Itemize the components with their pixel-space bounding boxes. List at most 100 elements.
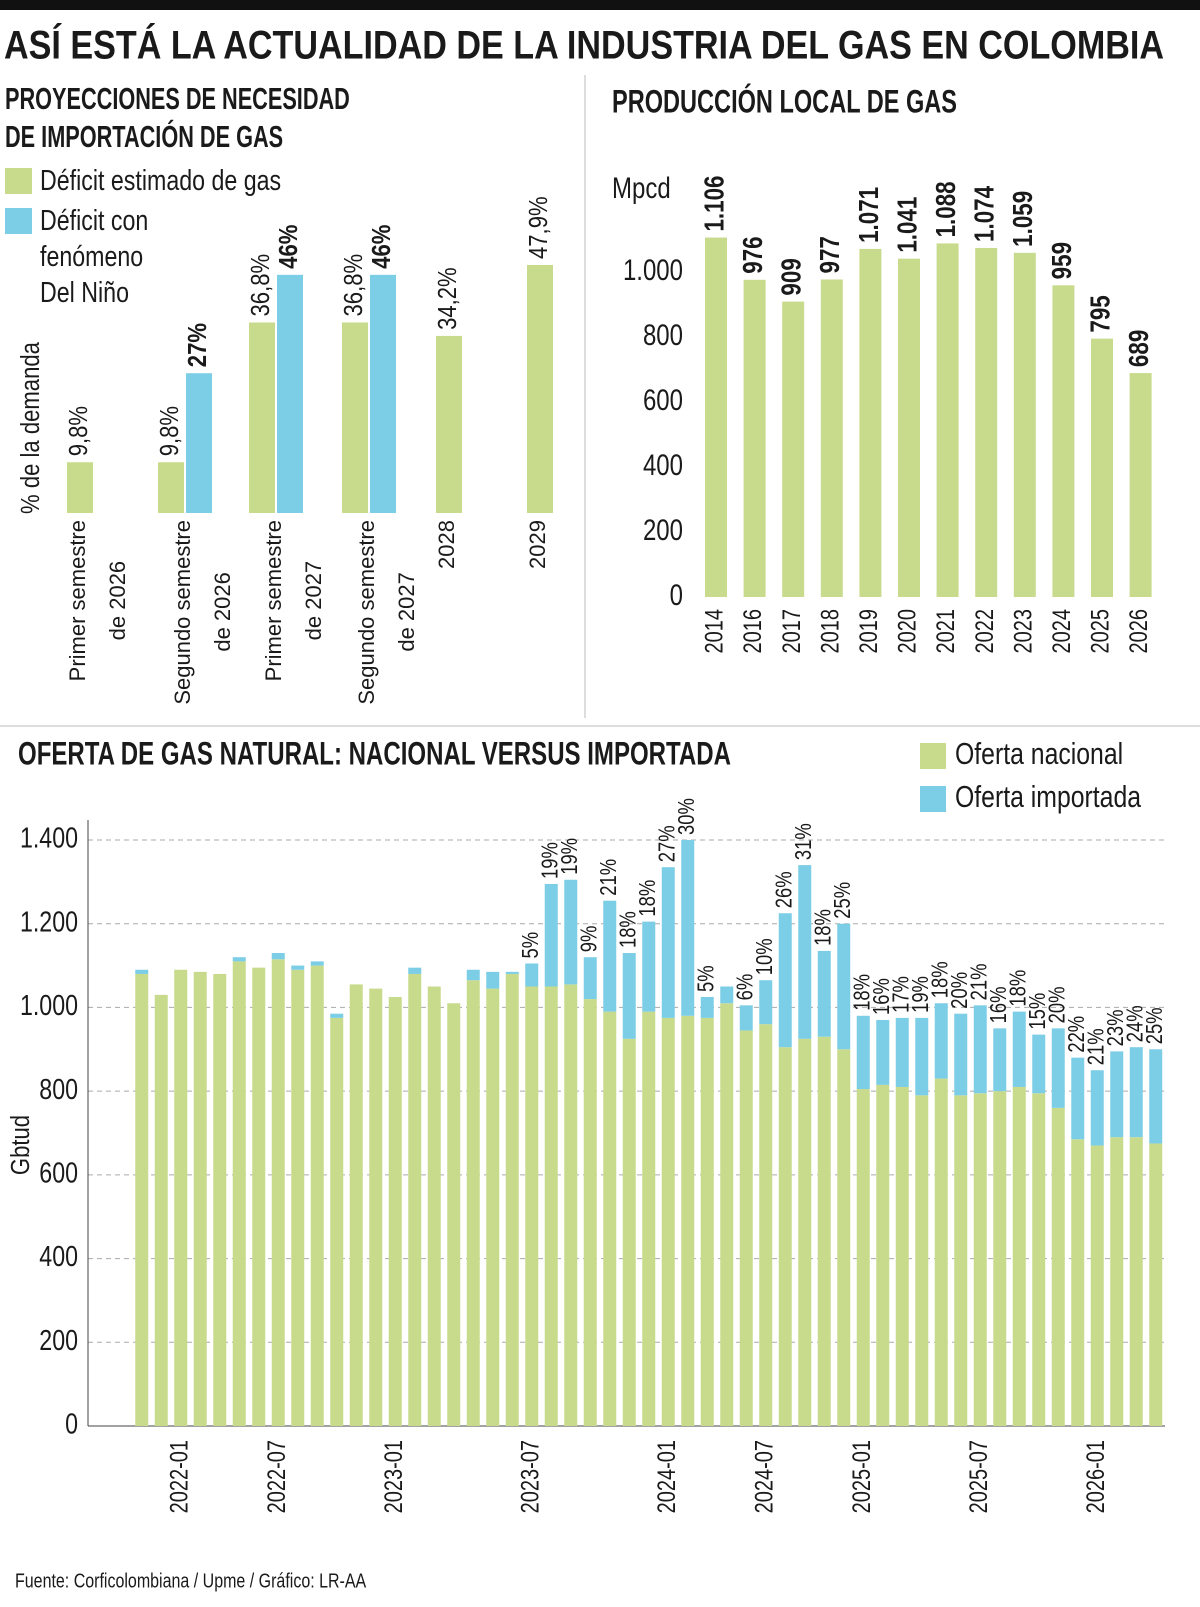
bar-segment — [700, 1017, 714, 1426]
x-tick-label: 2025 — [1087, 609, 1115, 653]
value-label: 795 — [1085, 295, 1116, 332]
x-tick-label: 2029 — [525, 520, 550, 569]
bar-segment — [1071, 1139, 1085, 1426]
bar-segment — [583, 957, 597, 1000]
share-label: 19% — [908, 976, 933, 1013]
value-label: 1.071 — [854, 187, 885, 243]
y-tick-label: 0 — [670, 577, 683, 611]
value-label: 46% — [367, 225, 396, 269]
share-label: 5% — [693, 965, 718, 992]
x-tick-label: 2023-07 — [516, 1440, 544, 1513]
x-tick-label: 2026 — [1125, 609, 1153, 653]
bar-segment — [739, 1030, 753, 1426]
value-label: 47,9% — [524, 196, 553, 259]
x-tick-label: 2025-07 — [965, 1440, 993, 1513]
bar-segment — [135, 973, 149, 1426]
y-tick-label: 200 — [643, 512, 683, 546]
bar-segment — [876, 1019, 890, 1085]
y-tick-label: 800 — [643, 317, 683, 351]
share-label: 26% — [771, 871, 796, 908]
bar-segment — [954, 1013, 968, 1096]
bar-segment — [1032, 1034, 1046, 1094]
bar — [186, 373, 212, 513]
bar-segment — [1129, 1047, 1143, 1138]
x-tick-label: 2019 — [855, 609, 883, 653]
bar-segment — [661, 1017, 675, 1426]
legend-swatch — [5, 168, 32, 194]
bar-segment — [1051, 1107, 1065, 1426]
value-label: 1.106 — [699, 176, 730, 232]
value-label: 27% — [183, 323, 212, 367]
value-label: 689 — [1124, 330, 1155, 367]
bar-segment — [1032, 1093, 1046, 1426]
bar-segment — [1149, 1143, 1163, 1426]
bar-segment — [915, 1017, 929, 1096]
bar-segment — [564, 879, 578, 985]
bar-segment — [837, 1049, 851, 1426]
x-tick-label: 2024 — [1048, 609, 1076, 653]
bar-segment — [486, 971, 500, 989]
bar-segment — [856, 1015, 870, 1090]
bar-segment — [232, 957, 246, 962]
share-label: 19% — [557, 838, 582, 875]
x-tick-label: 2028 — [434, 520, 459, 569]
bar-segment — [700, 996, 714, 1018]
chart-title: PRODUCCIÓN LOCAL DE GAS — [612, 83, 957, 119]
legend-swatch — [920, 786, 946, 812]
share-label: 17% — [888, 976, 913, 1013]
bar — [975, 247, 998, 597]
bar-segment — [525, 986, 539, 1426]
share-label: 15% — [1025, 993, 1050, 1030]
bar-segment — [817, 950, 831, 1037]
legend-label: Oferta importada — [955, 780, 1141, 814]
share-label: 18% — [615, 911, 640, 948]
y-axis-label: Mpcd — [612, 170, 671, 204]
share-label: 21% — [966, 964, 991, 1001]
bar-segment — [681, 1015, 695, 1426]
bar-segment — [330, 1017, 344, 1426]
x-tick-label: 2021 — [932, 609, 960, 653]
bar-segment — [213, 973, 227, 1426]
bar-segment — [895, 1017, 909, 1087]
share-label: 25% — [830, 882, 855, 919]
bar-segment — [1149, 1049, 1163, 1144]
bar-segment — [778, 913, 792, 1048]
bar — [1052, 285, 1075, 597]
bar-segment — [681, 840, 695, 1016]
y-tick-label: 400 — [39, 1240, 78, 1273]
y-tick-label: 1.200 — [20, 905, 78, 938]
bar-segment — [837, 923, 851, 1050]
bar-segment — [1071, 1057, 1085, 1140]
share-label: 19% — [537, 842, 562, 879]
share-label: 16% — [869, 978, 894, 1015]
x-tick-label: Segundo semestre de 2027 — [354, 520, 419, 705]
share-label: 18% — [927, 961, 952, 998]
y-tick-label: 400 — [643, 447, 683, 481]
bar-segment — [817, 1036, 831, 1426]
value-label: 1.041 — [892, 197, 923, 253]
bar-segment — [603, 900, 617, 1012]
value-label: 9,8% — [155, 406, 184, 456]
bar-segment — [466, 969, 480, 981]
bar — [859, 248, 882, 598]
bar-segment — [291, 965, 305, 970]
legend-swatch — [920, 743, 946, 769]
bar-segment — [466, 980, 480, 1426]
bar-segment — [1110, 1137, 1124, 1426]
bar-segment — [622, 1038, 636, 1426]
y-tick-label: 800 — [39, 1072, 78, 1105]
value-label: 34,2% — [433, 267, 462, 330]
bar-segment — [505, 973, 519, 1426]
bar-segment — [349, 984, 363, 1426]
bar — [277, 274, 303, 513]
share-label: 10% — [752, 938, 777, 975]
chart-title: PROYECCIONES DE NECESIDAD DE IMPORTACIÓN… — [5, 81, 350, 154]
share-label: 5% — [518, 932, 543, 959]
bar-segment — [291, 969, 305, 1426]
bar — [370, 274, 396, 513]
bar-segment — [252, 967, 266, 1426]
bar — [743, 279, 766, 597]
bar — [436, 335, 462, 513]
